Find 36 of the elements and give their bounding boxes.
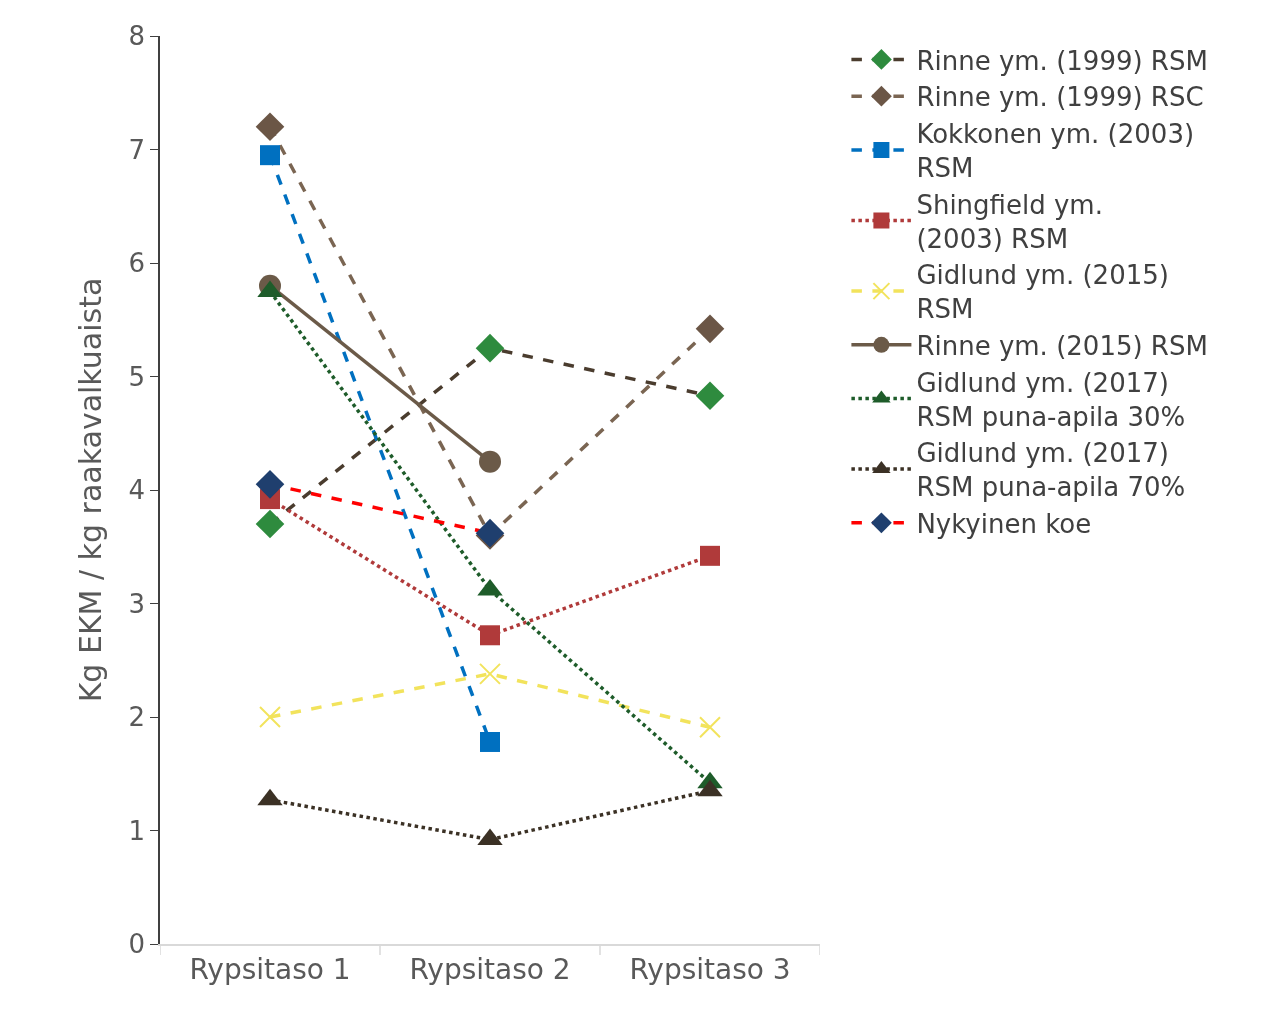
legend-label: Kokkonen ym. (2003) RSM	[916, 119, 1195, 183]
y-tick-label: 1	[128, 815, 146, 846]
point	[255, 509, 285, 539]
point	[259, 706, 281, 728]
point	[255, 470, 285, 499]
point	[479, 450, 501, 473]
point	[479, 662, 501, 685]
point	[699, 716, 721, 739]
y-tick-label: 2	[128, 702, 146, 733]
point	[480, 625, 500, 646]
legend-label: Rinne ym. (1999) RSC	[916, 82, 1204, 113]
point	[475, 333, 505, 363]
x-tick-label: Rypsitaso 3	[629, 953, 791, 987]
legend-label: Rinne ym. (2015) RSM	[916, 330, 1208, 361]
point	[260, 145, 280, 166]
legend-label: Rinne ym. (1999) RSM	[916, 45, 1208, 76]
y-tick-label: 8	[128, 21, 146, 52]
legend-label: Nykyinen koe	[916, 508, 1092, 539]
point	[255, 112, 285, 142]
legend-label: Gidlund ym. (2017) RSM puna-apila 70%	[916, 438, 1186, 503]
x-tick-label: Rypsitaso 2	[409, 953, 571, 987]
y-axis-title: Kg EKM / kg raakavalkuaista	[73, 277, 108, 703]
y-tick-label: 3	[128, 588, 146, 619]
y-tick-label: 5	[128, 361, 146, 392]
point	[700, 545, 720, 566]
y-tick-label: 7	[128, 134, 146, 165]
point	[695, 314, 725, 344]
legend-label: Gidlund ym. (2017) RSM puna-apila 30%	[916, 367, 1186, 432]
legend-label: Shingfield ym. (2003) RSM	[916, 189, 1103, 254]
y-tick-label: 6	[128, 248, 146, 279]
x-tick-label: Rypsitaso 1	[189, 953, 351, 987]
y-tick-label: 0	[128, 929, 146, 960]
point	[695, 381, 725, 411]
y-tick-label: 4	[128, 475, 146, 506]
point	[480, 731, 500, 752]
legend-label: Gidlund ym. (2015) RSM	[916, 260, 1169, 325]
